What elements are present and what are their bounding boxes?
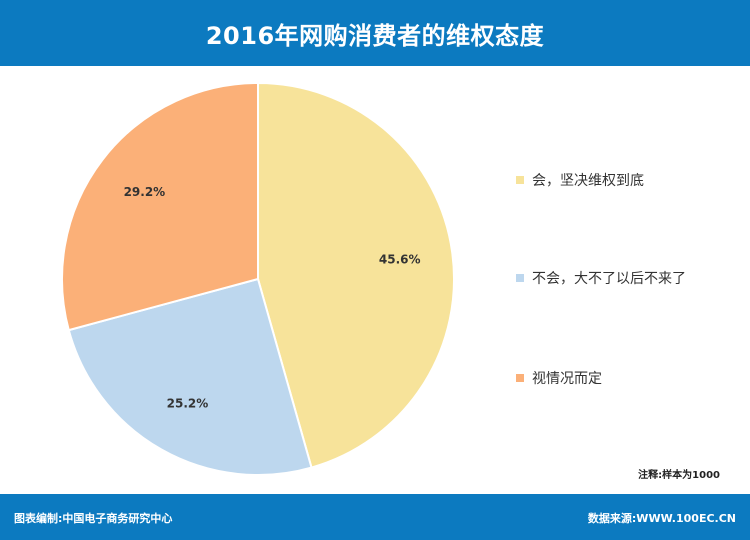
chart-header: 2016年网购消费者的维权态度 xyxy=(0,0,750,66)
slice-value-label-2: 25.2% xyxy=(167,397,209,411)
legend-item-2: 不会，大不了以后不来了 xyxy=(516,268,686,288)
legend-swatch xyxy=(516,374,524,382)
legend-label: 不会，大不了以后不来了 xyxy=(532,271,686,287)
pie-slice-3 xyxy=(61,81,259,332)
footer-source-credit: 图表编制:中国电子商务研究中心 xyxy=(14,512,173,525)
legend-label: 会，坚决维权到底 xyxy=(532,173,644,189)
pie-slice-1 xyxy=(257,81,456,469)
legend-swatch xyxy=(516,176,524,184)
chart-title: 2016年网购消费者的维权态度 xyxy=(205,21,545,50)
footer-data-source: 数据来源:WWW.100EC.CN xyxy=(587,512,736,525)
slice-value-label-3: 29.2% xyxy=(124,185,166,199)
sample-note: 注释:样本为1000 xyxy=(638,470,720,481)
footer-bar: 图表编制:中国电子商务研究中心 数据来源:WWW.100EC.CN xyxy=(0,494,750,540)
legend-item-1: 会，坚决维权到底 xyxy=(516,170,644,190)
legend-label: 视情况而定 xyxy=(532,371,602,387)
legend-swatch xyxy=(516,274,524,282)
slice-value-label-1: 45.6% xyxy=(379,252,421,266)
legend-item-3: 视情况而定 xyxy=(516,368,602,388)
pie-slice-2 xyxy=(67,277,313,476)
pie-chart: 45.6% 25.2% 29.2% xyxy=(61,81,456,476)
